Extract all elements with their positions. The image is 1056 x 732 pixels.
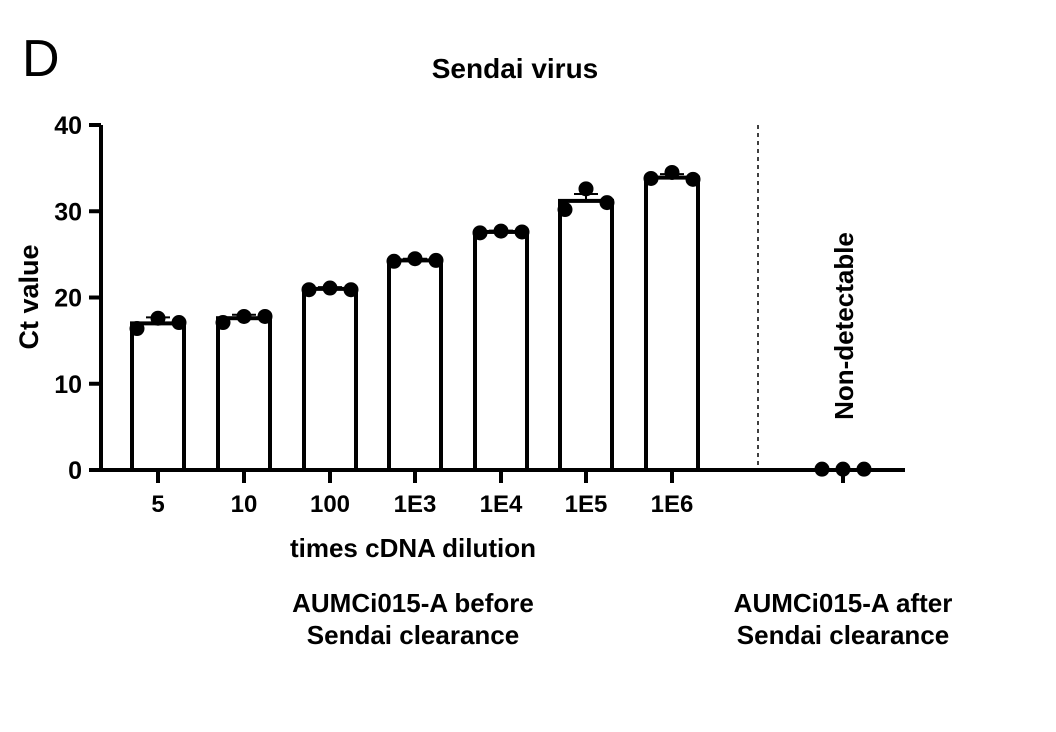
bar <box>302 286 358 472</box>
non-detectable-annotation: Non-detectable <box>829 232 859 420</box>
y-tick-label: 20 <box>54 285 82 313</box>
data-point <box>578 181 594 197</box>
data-point <box>814 461 830 477</box>
x-axis: 5 10 100 1E3 1E4 1E5 1E6 <box>99 468 905 518</box>
data-point <box>150 310 166 326</box>
chart-title: Sendai virus <box>432 53 599 84</box>
bar <box>644 175 700 473</box>
data-point <box>322 280 338 296</box>
y-axis-label: Ct value <box>14 244 44 349</box>
y-axis: 0 10 20 30 40 <box>54 112 103 485</box>
x-axis-label: times cDNA dilution <box>290 533 536 563</box>
x-tick-label: 1E6 <box>651 491 694 518</box>
x-tick-label: 1E5 <box>565 491 608 518</box>
data-point <box>493 223 509 239</box>
data-point <box>236 308 252 324</box>
x-tick-label: 1E4 <box>480 491 523 518</box>
data-point <box>428 252 444 268</box>
data-point <box>685 171 701 187</box>
bar <box>558 198 614 472</box>
bar <box>216 316 272 473</box>
points-group <box>129 164 872 477</box>
x-tick-label: 10 <box>231 491 258 518</box>
data-point <box>664 164 680 180</box>
y-tick-label: 0 <box>68 457 82 485</box>
data-point <box>472 225 488 241</box>
data-point <box>643 170 659 186</box>
data-point <box>856 461 872 477</box>
bar <box>130 321 186 472</box>
bar <box>473 229 529 472</box>
x-tick-label: 5 <box>151 491 164 518</box>
group-label-after-line2: Sendai clearance <box>737 620 949 650</box>
data-point <box>215 315 231 331</box>
x-tick-label: 100 <box>310 491 350 518</box>
bars-group <box>130 175 700 473</box>
data-point <box>129 321 145 337</box>
x-tick-label: 1E3 <box>394 491 437 518</box>
panel-label: D <box>22 30 60 88</box>
y-tick-label: 10 <box>54 371 82 399</box>
data-point <box>171 315 187 331</box>
data-point <box>514 224 530 240</box>
data-point <box>557 202 573 218</box>
group-label-before-line1: AUMCi015-A before <box>292 588 534 618</box>
data-point <box>407 251 423 267</box>
data-point <box>301 282 317 298</box>
group-label-before-line2: Sendai clearance <box>307 620 519 650</box>
bar <box>387 258 443 472</box>
data-point <box>257 308 273 324</box>
y-tick-label: 40 <box>54 112 82 140</box>
data-point <box>343 282 359 298</box>
y-tick-label: 30 <box>54 198 82 226</box>
group-label-after-line1: AUMCi015-A after <box>734 588 953 618</box>
data-point <box>835 461 851 477</box>
data-point <box>599 195 615 211</box>
data-point <box>386 253 402 269</box>
